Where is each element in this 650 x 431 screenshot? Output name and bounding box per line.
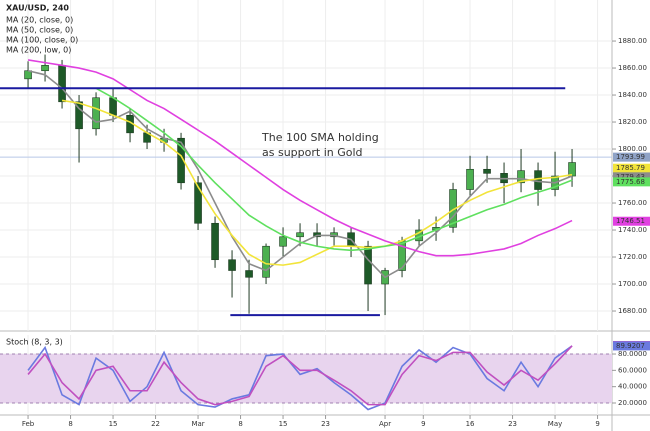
price-tag-label: 1793.99 [616, 153, 645, 161]
labels: XAU/USD, 240 MA (20, close, 0) MA (50, c… [6, 4, 650, 428]
price-tag-label: 1746.51 [616, 217, 645, 225]
price-tag [613, 163, 650, 173]
y-tick-label: 80.0000 [618, 350, 647, 358]
series-line [27, 345, 573, 406]
x-tick-label: Mar [191, 420, 204, 428]
marks [0, 54, 612, 411]
candle-body [24, 70, 32, 80]
y-tick-label: 1680.00 [618, 307, 647, 315]
price-tag-label: 89.9207 [616, 342, 645, 350]
price-tag [613, 216, 650, 226]
x-tick-label: 15 [109, 420, 118, 428]
x-tick-label: 23 [508, 420, 517, 428]
x-tick-label: Apr [379, 420, 391, 428]
candle-body [568, 162, 576, 177]
candle-body [211, 222, 219, 261]
candle-body [296, 232, 304, 238]
y-tick-label: 1820.00 [618, 118, 647, 126]
series-line [61, 99, 573, 266]
candle-body [109, 97, 117, 116]
candle-body [41, 65, 49, 72]
y-tick-label: 1860.00 [618, 64, 647, 72]
y-tick-label: 1800.00 [618, 145, 647, 153]
candle-body [534, 170, 542, 190]
chart-title: XAU/USD, 240 [6, 4, 69, 13]
candle-body [466, 168, 474, 190]
candle-body [92, 97, 100, 130]
candle-body [483, 168, 491, 174]
series-line [27, 59, 573, 257]
x-tick-label: 23 [321, 420, 330, 428]
price-tag [613, 341, 650, 351]
y-tick-label: 60.0000 [618, 366, 647, 374]
price-tag [613, 152, 650, 162]
candle-body [194, 182, 202, 224]
x-tick-label: 9 [421, 420, 425, 428]
y-tick-label: 1880.00 [618, 37, 647, 45]
x-tick-label: 8 [238, 420, 242, 428]
x-tick-label: Feb [22, 420, 35, 428]
series-line [27, 345, 573, 411]
candle-body [279, 236, 287, 247]
x-tick-label: May [548, 420, 562, 428]
price-tag [613, 172, 650, 182]
x-tick-label: 16 [466, 420, 475, 428]
x-tick-label: 8 [68, 420, 72, 428]
price-tag-label: 1785.79 [616, 164, 645, 172]
series-line [27, 69, 573, 279]
x-tick-label: 9 [595, 420, 599, 428]
indicator-title: Stoch (8, 3, 3) [6, 338, 63, 347]
price-tag-label: 1775.68 [616, 178, 645, 186]
price-tag [613, 177, 650, 187]
candle-body [228, 259, 236, 271]
legend-entry: MA (20, close, 0) [6, 16, 73, 25]
x-tick-label: 15 [279, 420, 288, 428]
candle-body [75, 101, 83, 130]
legend-entry: MA (100, close, 0) [6, 36, 78, 45]
x-tick-label: 22 [151, 420, 160, 428]
y-tick-label: 20.0000 [618, 399, 647, 407]
legend-entry: MA (200, low, 0) [6, 46, 71, 55]
series-line [95, 87, 573, 252]
y-tick-label: 1740.00 [618, 226, 647, 234]
candle-body [364, 245, 372, 285]
price-tag-label: 1779.43 [616, 173, 645, 181]
candle-body [177, 137, 185, 184]
annotation: The 100 SMA holding [261, 131, 379, 144]
y-tick-label: 40.0000 [618, 383, 647, 391]
y-tick-label: 1760.00 [618, 199, 647, 207]
candle-body [58, 65, 66, 103]
legend-entry: MA (50, close, 0) [6, 26, 73, 35]
candle-body [245, 270, 253, 278]
annotation: as support in Gold [262, 146, 363, 159]
y-tick-label: 1720.00 [618, 253, 647, 261]
y-tick-label: 1700.00 [618, 280, 647, 288]
candle-body [517, 170, 525, 184]
y-tick-label: 1840.00 [618, 91, 647, 99]
